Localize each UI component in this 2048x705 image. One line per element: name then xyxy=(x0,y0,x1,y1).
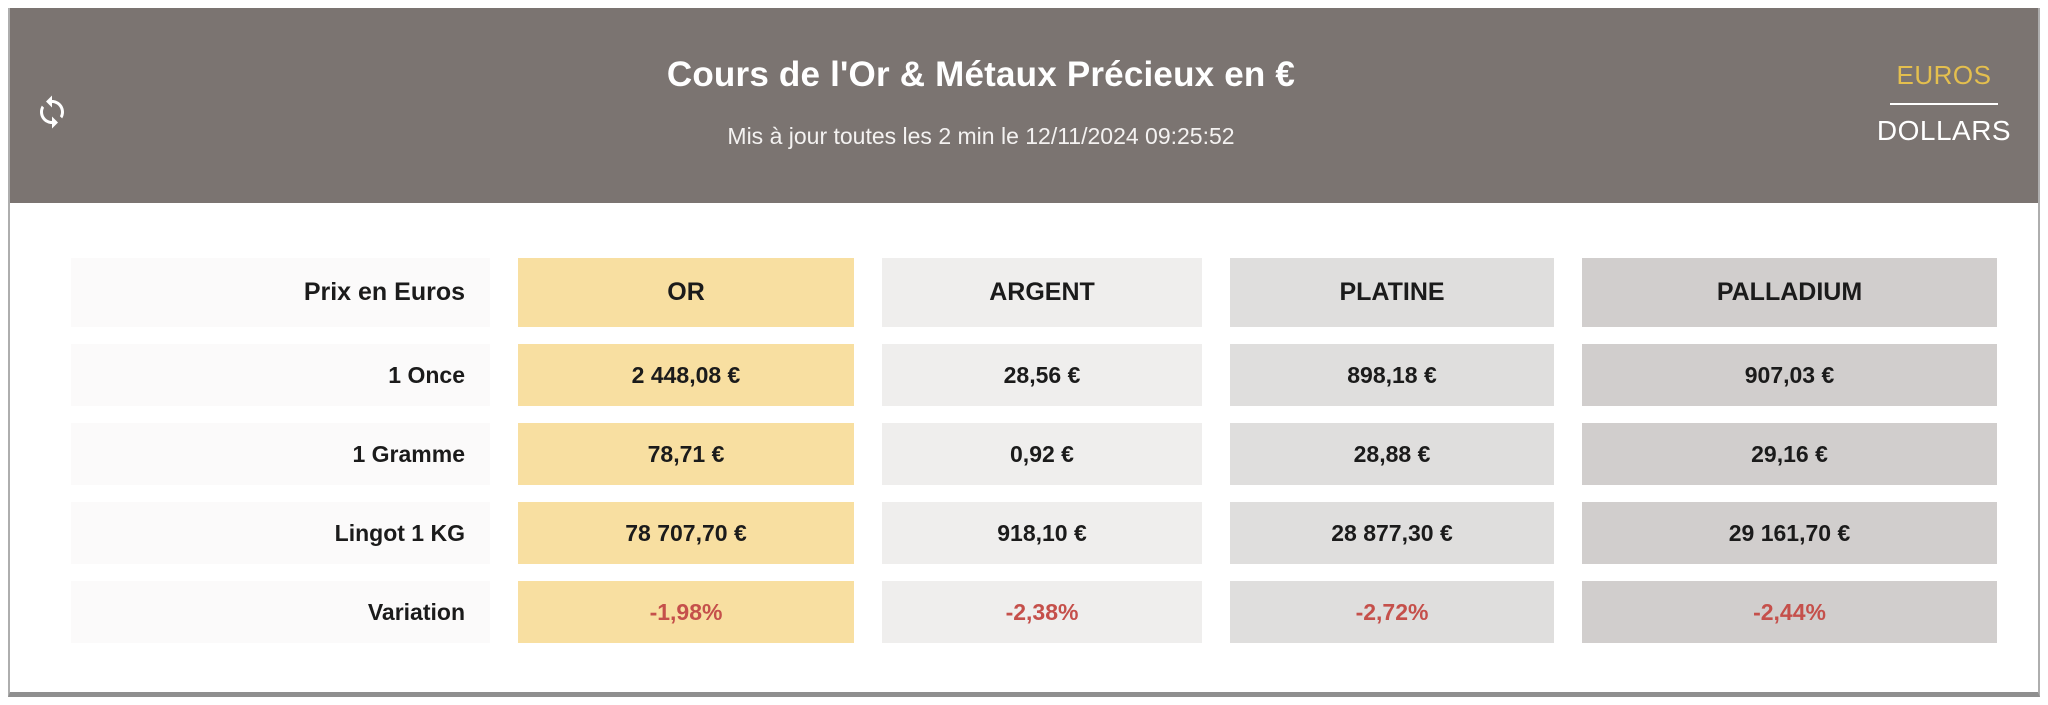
refresh-icon xyxy=(34,94,70,130)
column-header-argent: ARGENT xyxy=(882,258,1202,327)
gold-price-widget: Cours de l'Or & Métaux Précieux en € Mis… xyxy=(8,8,2040,697)
argent-lingot-price: 918,10 € xyxy=(882,502,1202,564)
platine-once-price: 898,18 € xyxy=(1230,344,1554,406)
argent-once-price: 28,56 € xyxy=(882,344,1202,406)
currency-toggle: EUROS DOLLARS xyxy=(1876,60,2012,147)
row-label-once: 1 Once xyxy=(71,344,490,406)
or-variation: -1,98% xyxy=(518,581,854,643)
palladium-gramme-price: 29,16 € xyxy=(1582,423,1997,485)
table-corner-header: Prix en Euros xyxy=(71,258,490,327)
update-status: Mis à jour toutes les 2 min le 12/11/202… xyxy=(727,123,1235,149)
palladium-variation: -2,44% xyxy=(1582,581,1997,643)
page-title: Cours de l'Or & Métaux Précieux en € xyxy=(666,55,1296,94)
or-gramme-price: 78,71 € xyxy=(518,423,854,485)
platine-gramme-price: 28,88 € xyxy=(1230,423,1554,485)
row-label-lingot: Lingot 1 KG xyxy=(71,502,490,564)
argent-variation: -2,38% xyxy=(882,581,1202,643)
argent-gramme-price: 0,92 € xyxy=(882,423,1202,485)
row-label-variation: Variation xyxy=(71,581,490,643)
platine-variation: -2,72% xyxy=(1230,581,1554,643)
column-header-platine: PLATINE xyxy=(1230,258,1554,327)
currency-option-euros[interactable]: EUROS xyxy=(1896,60,1992,90)
row-label-gramme: 1 Gramme xyxy=(71,423,490,485)
palladium-lingot-price: 29 161,70 € xyxy=(1582,502,1997,564)
column-header-or: OR xyxy=(518,258,854,327)
or-lingot-price: 78 707,70 € xyxy=(518,502,854,564)
or-once-price: 2 448,08 € xyxy=(518,344,854,406)
refresh-button[interactable] xyxy=(30,90,74,134)
widget-header: Cours de l'Or & Métaux Précieux en € Mis… xyxy=(10,8,2038,203)
prices-table: Prix en Euros OR ARGENT PLATINE PALLADIU… xyxy=(71,258,1997,643)
title-block: Cours de l'Or & Métaux Précieux en € Mis… xyxy=(10,8,2038,203)
platine-lingot-price: 28 877,30 € xyxy=(1230,502,1554,564)
column-header-palladium: PALLADIUM xyxy=(1582,258,1997,327)
currency-option-dollars[interactable]: DOLLARS xyxy=(1876,115,2012,146)
palladium-once-price: 907,03 € xyxy=(1582,344,1997,406)
currency-divider xyxy=(1890,103,1998,105)
